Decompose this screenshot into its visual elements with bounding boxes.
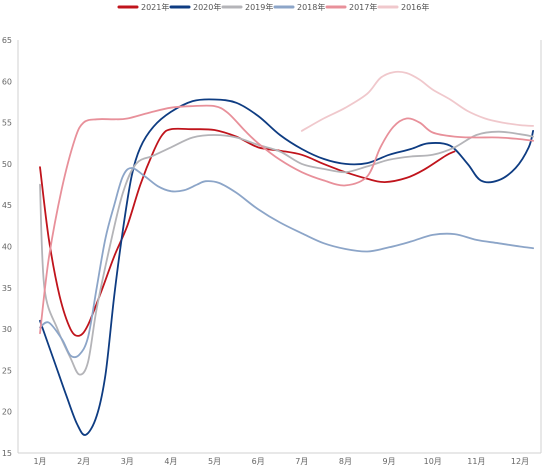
series-line-1 [39, 98, 534, 436]
series-line-3 [39, 167, 534, 359]
x-tick-label: 4月 [164, 457, 177, 466]
series-line-4 [39, 104, 534, 335]
series-line-0 [39, 127, 456, 337]
y-tick-label: 50 [2, 160, 12, 169]
legend-label: 2020年 [193, 2, 221, 12]
x-tick-label: 5月 [208, 457, 221, 466]
x-tick-label: 9月 [383, 457, 396, 466]
legend-label: 2017年 [349, 2, 377, 12]
legend-label: 2021年 [141, 2, 169, 12]
x-tick-label: 12月 [511, 457, 529, 466]
y-tick-label: 60 [2, 77, 12, 86]
series-line-5 [300, 70, 534, 132]
x-tick-label: 7月 [295, 457, 308, 466]
y-tick-label: 25 [2, 366, 12, 375]
y-tick-label: 45 [2, 201, 12, 210]
y-tick-label: 15 [2, 449, 12, 458]
series-lines [39, 70, 534, 436]
y-tick-label: 55 [2, 119, 12, 128]
series-line-2 [39, 130, 534, 376]
y-tick-labels: 15 20 25 30 35 40 45 50 55 60 65 [2, 36, 12, 458]
legend-label: 2016年 [401, 2, 429, 12]
legend: 2021年 2020年 2019年 2018年 2017年 2016年 [117, 2, 429, 12]
x-tick-label: 11月 [467, 457, 485, 466]
legend-label: 2018年 [297, 2, 325, 12]
y-tick-label: 35 [2, 284, 12, 293]
x-tick-label: 8月 [339, 457, 352, 466]
x-tick-labels: 1月 2月 3月 4月 5月 6月 7月 8月 9月 10月 11月 12月 [33, 457, 529, 466]
x-tick-label: 1月 [33, 457, 46, 466]
axes [17, 40, 542, 454]
y-tick-label: 65 [2, 36, 12, 45]
y-tick-label: 20 [2, 408, 12, 417]
x-tick-label: 6月 [252, 457, 265, 466]
x-tick-label: 10月 [424, 457, 442, 466]
legend-label: 2019年 [245, 2, 273, 12]
x-tick-label: 2月 [77, 457, 90, 466]
y-tick-label: 30 [2, 325, 12, 334]
x-tick-label: 3月 [121, 457, 134, 466]
y-tick-label: 40 [2, 243, 12, 252]
